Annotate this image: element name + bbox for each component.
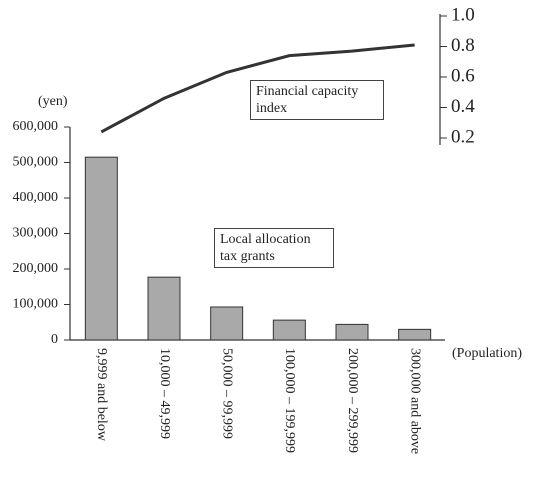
bar-annotation: Local allocation tax grants xyxy=(214,228,334,268)
line-annotation: Financial capacity index xyxy=(250,80,384,120)
bar xyxy=(272,319,306,341)
bar xyxy=(84,156,118,341)
x-tick-label: 200,000 – 299,999 xyxy=(345,348,360,453)
bar xyxy=(398,328,432,341)
y2-tick-label: 0.8 xyxy=(451,35,475,56)
line xyxy=(100,43,415,134)
y-axis-label: (yen) xyxy=(38,94,68,109)
bar xyxy=(147,276,181,341)
x-tick-label: 10,000 – 49,999 xyxy=(157,348,172,439)
y2-tick-label: 0.2 xyxy=(451,126,475,147)
x-tick-label: 50,000 – 99,999 xyxy=(219,348,234,439)
x-tick-label: 100,000 – 199,999 xyxy=(282,348,297,453)
x-axis-label: (Population) xyxy=(452,346,522,361)
y-tick-label: 300,000 xyxy=(13,226,59,241)
bar xyxy=(210,306,244,341)
y-tick-label: 400,000 xyxy=(13,190,59,205)
y-tick-label: 100,000 xyxy=(13,297,59,312)
x-tick-label: 9,999 and below xyxy=(94,348,109,442)
y-tick-label: 500,000 xyxy=(13,155,59,170)
y-tick-label: 0 xyxy=(51,332,58,347)
bar xyxy=(335,323,369,341)
y-tick-label: 600,000 xyxy=(13,119,59,134)
y-tick-label: 200,000 xyxy=(13,261,59,276)
y2-tick-label: 0.4 xyxy=(451,96,475,117)
y2-tick-label: 1.0 xyxy=(451,4,475,25)
y2-tick-label: 0.6 xyxy=(451,65,475,86)
x-tick-label: 300,000 and above xyxy=(407,348,422,454)
